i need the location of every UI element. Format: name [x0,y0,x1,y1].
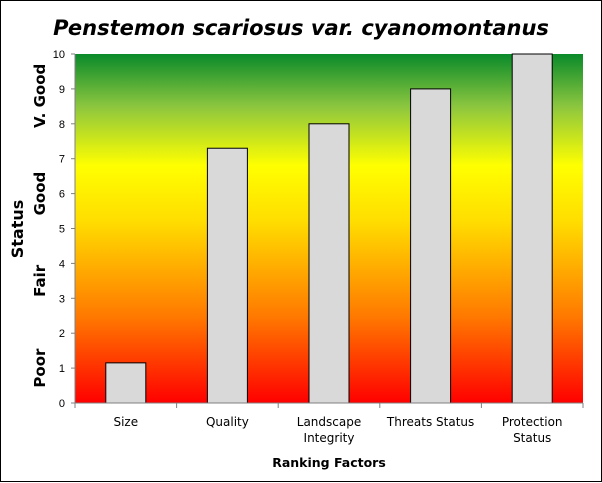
y-tick-label: 4 [59,258,65,270]
chart-title: Penstemon scariosus var. cyanomontanus [53,16,549,40]
y-axis-ticks: 0 1 2 3 4 5 6 7 8 9 10 [53,49,75,410]
x-axis-categories: Size Quality Landscape Integrity Threats Sta… [74,403,584,445]
y-tick-label: 3 [59,293,65,305]
y-tick-label: 7 [59,154,65,166]
x-category-label: Status [513,431,551,445]
bar [308,123,350,404]
bar [206,147,248,404]
y-tick-label: 9 [59,84,65,96]
x-category-label: Protection [502,415,563,429]
y-tick-label: 6 [59,189,65,201]
y-tick-label: 2 [59,328,65,340]
status-band-label: Poor [31,348,49,388]
bar [511,53,553,404]
y-tick-label: 10 [53,49,65,61]
x-category-label: Threats Status [386,415,474,429]
bar [105,362,147,404]
x-axis-label: Ranking Factors [272,455,386,470]
x-category-label: Size [113,415,138,429]
y-tick-label: 5 [59,224,65,236]
bar [410,88,452,404]
status-band-labels: Poor Fair Good V. Good [31,64,49,388]
status-band-label: Good [31,172,49,216]
status-band-label: Fair [31,264,49,297]
x-category-label: Landscape [297,415,361,429]
y-tick-label: 0 [59,398,65,410]
x-category-label: Integrity [304,431,355,445]
status-band-label: V. Good [31,64,49,128]
y-tick-label: 1 [59,363,65,375]
bars-group [105,53,553,404]
x-category-label: Quality [206,415,249,429]
y-axis-label: Status [8,200,27,259]
y-tick-label: 8 [59,119,65,131]
